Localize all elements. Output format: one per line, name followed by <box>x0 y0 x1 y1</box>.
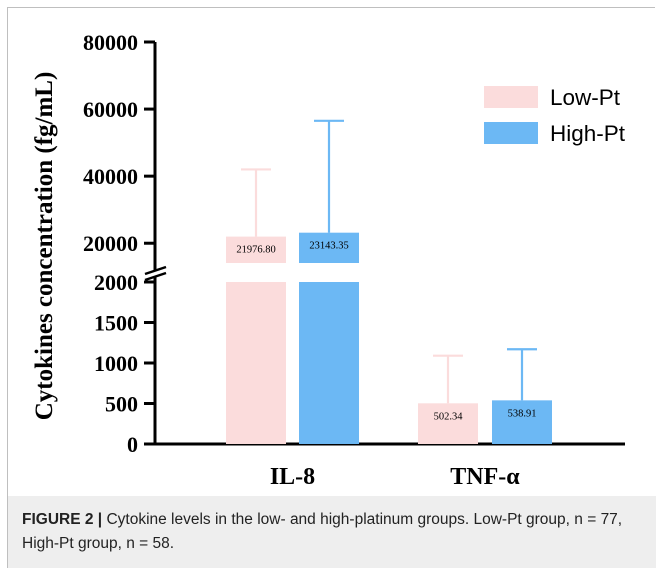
axis-break-mark <box>144 271 167 282</box>
legend-label: High-Pt <box>550 121 626 146</box>
bar <box>299 282 359 444</box>
x-category-label: IL-8 <box>270 464 315 490</box>
x-category-label: TNF-α <box>450 464 520 490</box>
bar <box>226 282 286 444</box>
y-tick-label: 20000 <box>83 231 138 256</box>
bar-chart: 0 500 1000 1500 2000 20000 40000 60000 80000 Cyto… <box>31 30 626 490</box>
data-label: 23143.35 <box>309 241 348 252</box>
bar <box>226 236 286 263</box>
figure-caption: FIGURE 2 | Cytokine levels in the low- a… <box>8 496 656 568</box>
y-tick-label: 60000 <box>83 97 138 122</box>
caption-text: Cytokine levels in the low- and high-pla… <box>22 511 623 552</box>
bar <box>299 232 359 263</box>
data-label: 538.91 <box>508 408 537 419</box>
axis-break-mark <box>144 265 167 276</box>
data-label: 502.34 <box>434 411 464 422</box>
y-tick-label: 80000 <box>83 30 138 55</box>
y-tick-label: 0 <box>127 432 138 457</box>
figure-frame: 0 500 1000 1500 2000 20000 40000 60000 80000 Cyto… <box>7 7 656 568</box>
caption-label: FIGURE 2 | <box>22 511 103 528</box>
y-tick-label: 500 <box>105 392 138 417</box>
y-axis-title: Cytokines concentration (fg/mL) <box>31 72 58 421</box>
data-label: 21976.80 <box>236 245 275 256</box>
y-tick-label: 2000 <box>94 270 138 295</box>
bar <box>492 400 552 444</box>
legend-swatch <box>484 86 538 108</box>
y-tick-label: 1500 <box>94 311 138 336</box>
bar <box>418 403 478 444</box>
y-tick-label: 40000 <box>83 164 138 189</box>
legend-swatch <box>484 122 538 144</box>
chart-area: 0 500 1000 1500 2000 20000 40000 60000 80000 Cyto… <box>8 8 656 496</box>
legend-label: Low-Pt <box>550 85 621 110</box>
y-tick-label: 1000 <box>94 351 138 376</box>
